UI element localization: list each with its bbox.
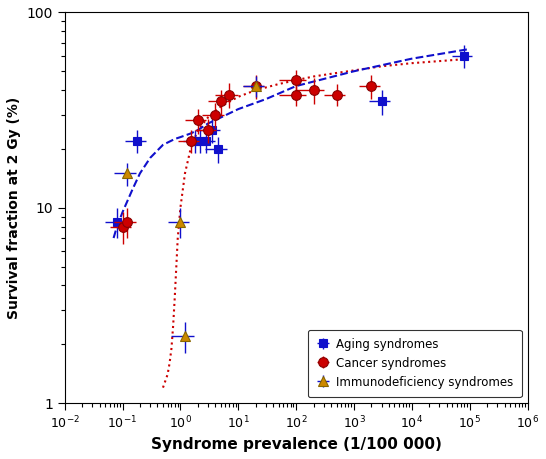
Legend: Aging syndromes, Cancer syndromes, Immunodeficiency syndromes: Aging syndromes, Cancer syndromes, Immun… <box>308 330 521 397</box>
Y-axis label: Survival fraction at 2 Gy (%): Survival fraction at 2 Gy (%) <box>7 97 21 319</box>
X-axis label: Syndrome prevalence (1/100 000): Syndrome prevalence (1/100 000) <box>151 437 442 452</box>
